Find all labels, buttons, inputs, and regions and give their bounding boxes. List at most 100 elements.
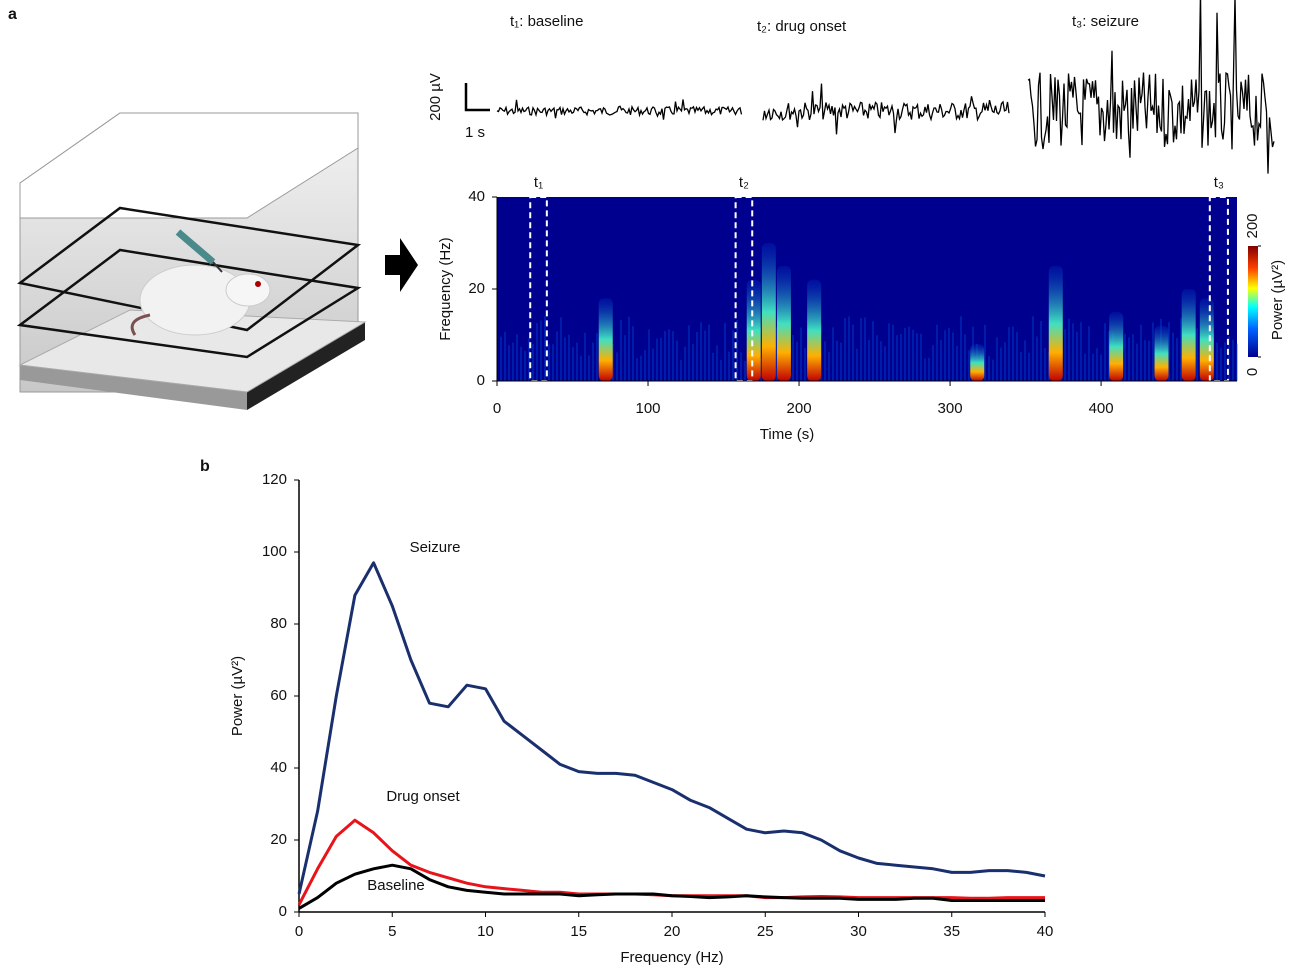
texture	[1136, 344, 1138, 381]
texture	[688, 325, 690, 381]
texture	[860, 318, 862, 381]
texture	[964, 334, 966, 381]
texture	[880, 341, 882, 381]
texture	[960, 316, 962, 381]
x-tick-label: 5	[388, 923, 396, 940]
texture	[648, 329, 650, 381]
texture	[1104, 323, 1106, 381]
panel-label: b	[200, 458, 210, 475]
x-tick-label: 300	[938, 400, 963, 417]
texture	[704, 331, 706, 381]
texture	[948, 328, 950, 381]
y-tick-label: 20	[468, 280, 485, 297]
texture	[904, 328, 906, 381]
texture	[928, 358, 930, 381]
texture	[868, 340, 870, 381]
psd-chart: 0 5 10 15 20 25 30 35 40020406080100120Frequency…	[229, 471, 1053, 966]
texture	[932, 345, 934, 381]
texture	[848, 316, 850, 381]
window-label: t₃	[1214, 174, 1224, 191]
texture	[856, 349, 858, 381]
texture	[800, 328, 802, 381]
texture	[1044, 348, 1046, 381]
texture	[1176, 338, 1178, 381]
texture	[908, 327, 910, 381]
texture	[1072, 323, 1074, 381]
texture	[992, 360, 994, 381]
x-tick-label: 100	[636, 400, 661, 417]
texture	[504, 332, 506, 381]
texture	[660, 338, 662, 381]
texture	[536, 323, 538, 381]
texture	[844, 318, 846, 381]
texture	[1028, 353, 1030, 381]
texture	[568, 335, 570, 381]
texture	[640, 356, 642, 381]
texture	[1216, 343, 1218, 381]
burst	[1049, 266, 1063, 381]
texture	[692, 344, 694, 381]
texture	[1068, 318, 1070, 381]
texture	[936, 325, 938, 381]
texture	[852, 325, 854, 381]
texture	[556, 331, 558, 381]
texture	[912, 330, 914, 381]
scale-label: 1 s	[465, 124, 485, 141]
texture	[616, 352, 618, 381]
texture	[552, 344, 554, 381]
x-tick-label: 35	[943, 923, 960, 940]
texture	[524, 351, 526, 381]
burst	[747, 280, 761, 381]
texture	[1088, 326, 1090, 381]
texture	[516, 334, 518, 381]
texture	[716, 346, 718, 381]
texture	[572, 347, 574, 381]
texture	[548, 344, 550, 381]
texture	[1020, 352, 1022, 381]
y-tick-label: 120	[262, 471, 287, 488]
eeg-trace	[497, 100, 742, 120]
texture	[632, 326, 634, 381]
series-label: Seizure	[410, 539, 461, 556]
y-axis-title: Power (µV²)	[229, 656, 246, 736]
texture	[1084, 354, 1086, 381]
burst	[970, 344, 984, 381]
texture	[1172, 333, 1174, 381]
eeg-trace	[1028, 0, 1274, 174]
texture	[636, 358, 638, 381]
x-tick-label: 15	[570, 923, 587, 940]
texture	[736, 320, 738, 381]
burst	[777, 266, 791, 381]
texture	[684, 347, 686, 381]
texture	[828, 352, 830, 381]
texture	[728, 352, 730, 381]
x-tick-label: 10	[477, 923, 494, 940]
texture	[1124, 334, 1126, 381]
texture	[1148, 341, 1150, 381]
window-label: t₁	[534, 174, 543, 191]
burst	[807, 280, 821, 381]
texture	[1224, 342, 1226, 381]
scale-label: 200 µV	[427, 73, 444, 121]
texture	[840, 342, 842, 381]
epoch-label: t₂: drug onset	[757, 18, 847, 35]
x-tick-label: 30	[850, 923, 867, 940]
texture	[532, 344, 534, 381]
texture	[1036, 336, 1038, 381]
texture	[1080, 322, 1082, 381]
texture	[1004, 342, 1006, 381]
texture	[836, 341, 838, 381]
texture	[668, 329, 670, 381]
texture	[944, 330, 946, 381]
texture	[968, 350, 970, 381]
colorbar-title: Power (µV²)	[1269, 260, 1286, 340]
texture	[1132, 334, 1134, 381]
texture	[924, 358, 926, 381]
window-label: t₂	[739, 174, 749, 191]
texture	[744, 361, 746, 381]
texture	[592, 343, 594, 381]
burst	[1109, 312, 1123, 381]
texture	[732, 330, 734, 381]
texture	[576, 343, 578, 381]
burst	[1182, 289, 1196, 381]
